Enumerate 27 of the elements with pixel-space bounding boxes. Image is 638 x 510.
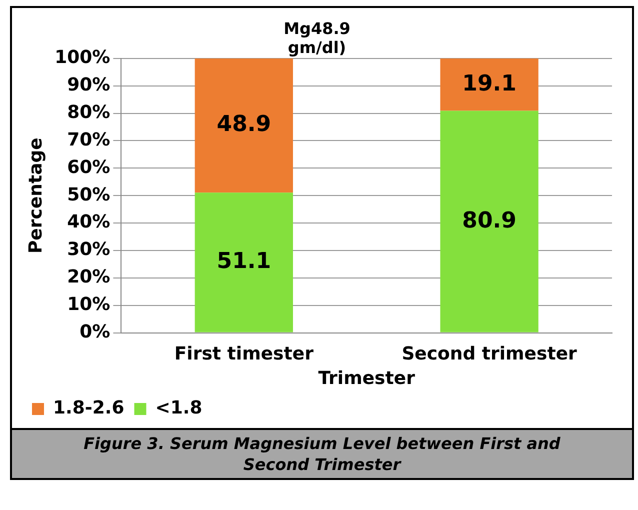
x-axis-title: Trimester <box>318 368 416 389</box>
y-tick-label: 90% <box>67 74 110 96</box>
x-tick-label: First timester <box>174 343 314 364</box>
bar <box>194 192 293 332</box>
y-tick-label: 100% <box>54 47 110 68</box>
data-label: 51.1 <box>216 249 272 274</box>
y-tick-label: 10% <box>67 294 110 316</box>
legend-label: 1.8-2.6 <box>53 398 124 419</box>
y-tick-label: 60% <box>67 156 110 178</box>
bar <box>194 58 293 193</box>
y-tick-label: 80% <box>67 102 110 123</box>
bar <box>440 110 538 332</box>
data-label: 19.1 <box>462 71 516 96</box>
y-tick-label: 70% <box>67 129 110 150</box>
data-label: 80.9 <box>462 208 516 234</box>
caption: Figure 3. Serum Magnesium Level between First and Second Trimester <box>12 428 632 478</box>
legend-label: <1.8 <box>155 398 202 419</box>
bar <box>440 58 538 111</box>
y-tick-label: 40% <box>67 212 110 233</box>
y-tick-label: 30% <box>67 239 110 260</box>
data-label: 48.9 <box>216 112 272 138</box>
y-tick-label: 50% <box>67 184 110 206</box>
y-axis-title: Percentage <box>25 138 46 254</box>
y-tick-label: 20% <box>67 266 110 288</box>
chart-title: Mg48.9 gm/dl) <box>284 18 350 57</box>
x-tick-label: Second trimester <box>402 343 578 364</box>
y-tick-label: 0% <box>80 321 110 342</box>
